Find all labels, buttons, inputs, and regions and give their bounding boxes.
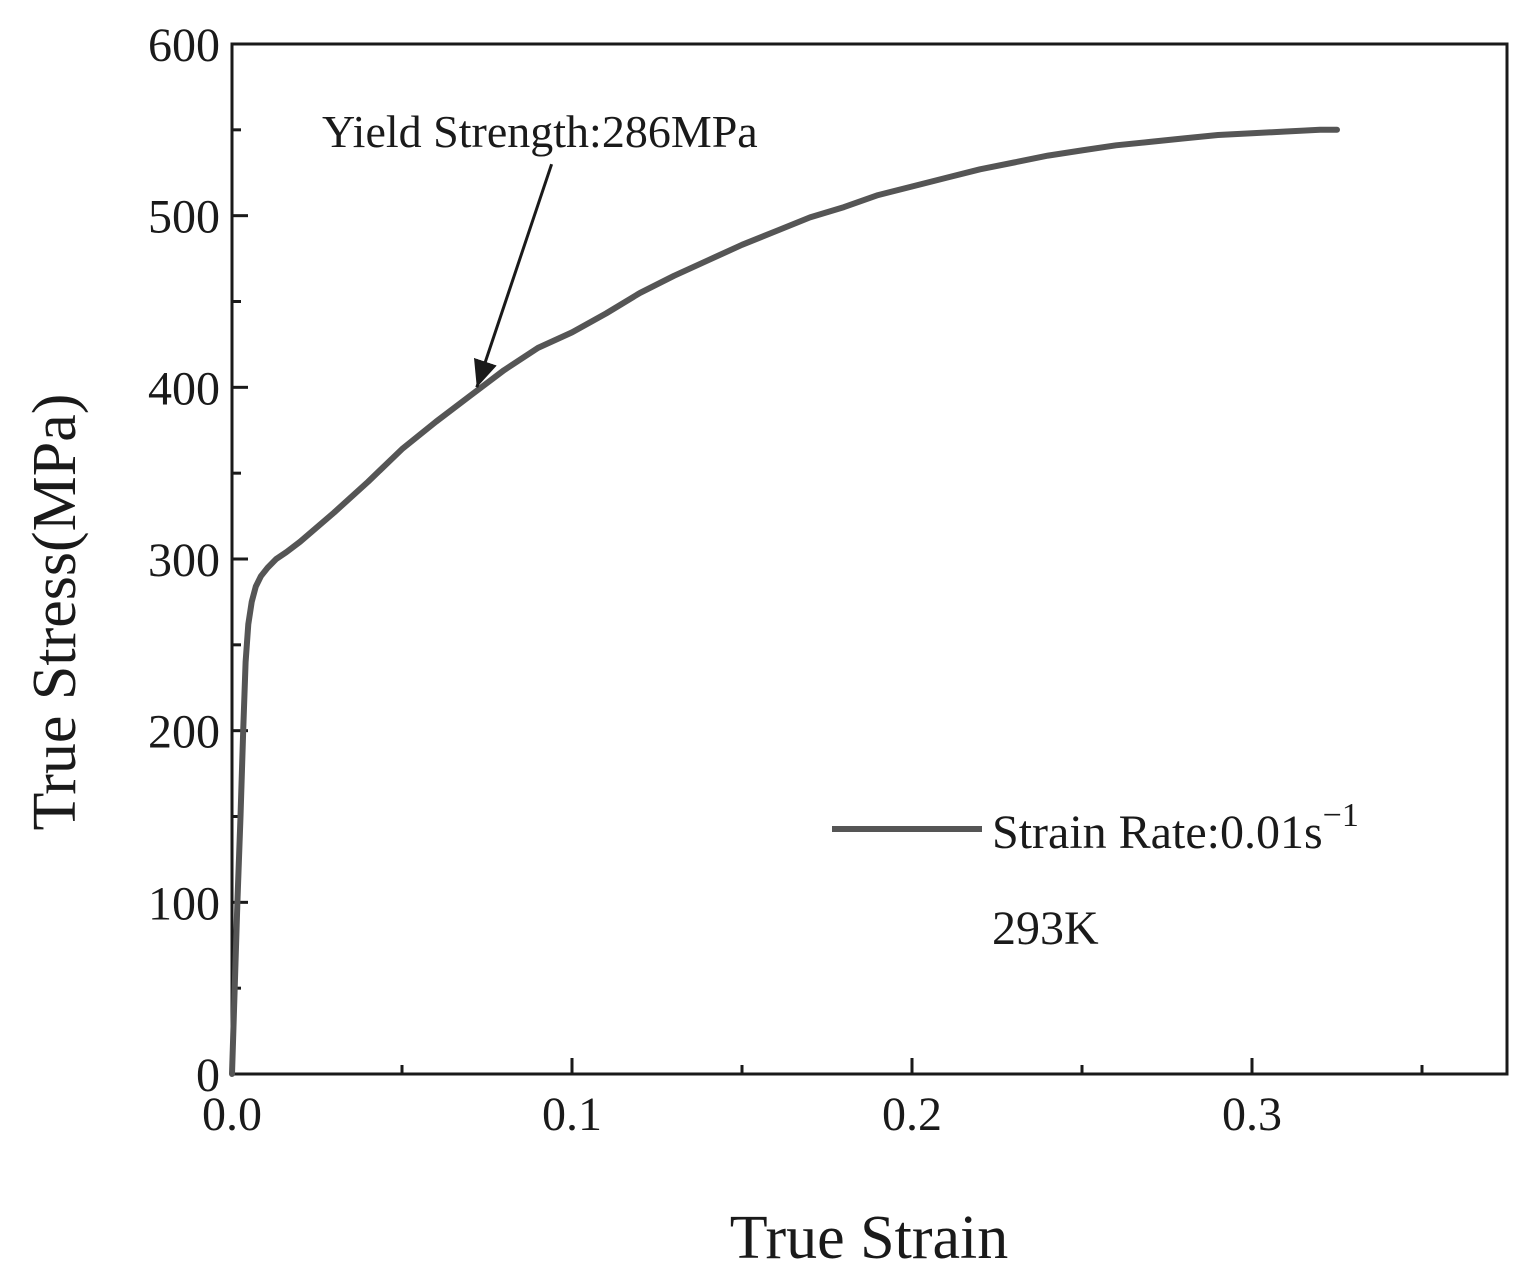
y-tick-label: 0 [196,1049,220,1102]
legend-label-superscript: −1 [1323,797,1359,834]
x-tick-label: 0.1 [542,1088,602,1141]
legend-label: Strain Rate:0.01s−1 [992,797,1359,859]
y-tick-label: 600 [148,19,220,72]
y-tick-label: 400 [148,362,220,415]
yield-strength-arrow [474,163,554,388]
x-tick-label: 0.2 [882,1088,942,1141]
x-axis-ticks: 0.0 0.1 0.2 0.3 [202,1058,1424,1141]
y-tick-label: 500 [148,191,220,244]
legend-label-temperature: 293K [992,902,1099,955]
y-tick-label: 200 [148,706,220,759]
series-line [229,126,1340,1077]
series-group [229,126,1340,1077]
y-axis-ticks: 0 100 200 300 400 500 600 [148,19,248,1102]
x-axis-title: True Strain [730,1204,1008,1272]
legend-label-main: Strain Rate:0.01s [992,806,1323,859]
x-tick-label: 0.0 [202,1088,262,1141]
y-tick-label: 100 [148,877,220,930]
yield-strength-annotation: Yield Strength:286MPa [322,106,758,157]
y-tick-label: 300 [148,534,220,587]
legend: Strain Rate:0.01s−1 293K [832,797,1359,955]
annotation-group: Yield Strength:286MPa [322,106,758,388]
x-tick-label: 0.3 [1222,1088,1282,1141]
y-axis-title: True Stress(MPa) [21,394,89,831]
